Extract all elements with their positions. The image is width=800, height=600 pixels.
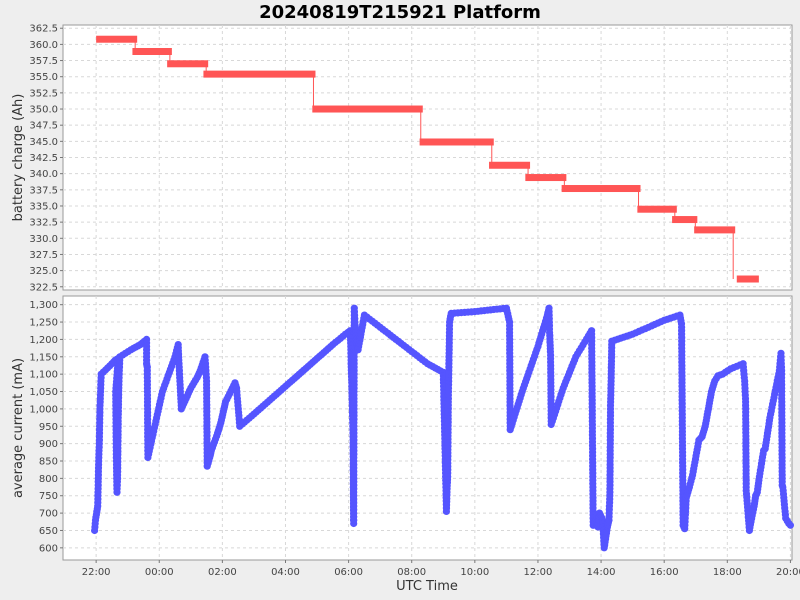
x-tick-label: 16:00 [650, 567, 679, 578]
battery-panel: 322.5 325.0 327.5 330.0 332.5 335.0 337.5 340.0… [11, 24, 793, 293]
y-tick-label: 800 [39, 474, 58, 485]
y-tick-label: 325.0 [29, 266, 58, 277]
x-axis-ticks: 22:00 00:00 02:00 04:00 06:00 08:00 10:00 12:00… [82, 560, 800, 578]
y-tick-label: 900 [39, 439, 58, 450]
y-tick-label: 332.5 [29, 218, 58, 229]
y-tick-label: 1,150 [29, 352, 58, 363]
y-tick-label: 357.5 [29, 56, 58, 67]
battery-y-ticks: 322.5 325.0 327.5 330.0 332.5 335.0 337.5 340.0… [29, 24, 63, 293]
x-axis-label: UTC Time [396, 579, 458, 594]
y-tick-label: 950 [39, 422, 58, 433]
x-tick-label: 10:00 [460, 567, 489, 578]
y-tick-label: 700 [39, 509, 58, 520]
y-tick-label: 347.5 [29, 121, 58, 132]
y-tick-label: 352.5 [29, 88, 58, 99]
x-tick-label: 00:00 [145, 567, 174, 578]
x-tick-label: 18:00 [713, 567, 742, 578]
y-tick-label: 362.5 [29, 24, 58, 35]
y-tick-label: 850 [39, 457, 58, 468]
y-tick-label: 322.5 [29, 282, 58, 293]
charge-segment [672, 216, 698, 224]
current-grid [63, 296, 792, 560]
charge-segment [694, 226, 736, 234]
charge-segment [167, 60, 209, 68]
charge-segment [489, 161, 531, 169]
y-tick-label: 1,000 [29, 404, 58, 415]
y-tick-label: 1,050 [29, 387, 58, 398]
y-tick-label: 330.0 [29, 234, 58, 245]
current-y-ticks: 600 650 700 750 800 850 900 950 1,000 1,050 1,100 1… [29, 300, 63, 554]
y-tick-label: 327.5 [29, 250, 58, 261]
x-tick-label: 08:00 [397, 567, 426, 578]
current-y-axis-label: average current (mA) [11, 358, 26, 498]
y-tick-label: 600 [39, 543, 58, 554]
x-tick-label: 12:00 [524, 567, 553, 578]
charge-segment [419, 138, 494, 146]
x-tick-label: 04:00 [271, 567, 300, 578]
charge-segment [525, 174, 567, 182]
y-tick-label: 350.0 [29, 105, 58, 116]
current-plot-area [62, 295, 793, 561]
y-tick-label: 355.0 [29, 72, 58, 83]
y-tick-label: 650 [39, 526, 58, 537]
y-tick-label: 335.0 [29, 201, 58, 212]
charge-segment [312, 105, 423, 113]
charge-segment [132, 48, 172, 55]
charge-segment [637, 205, 677, 213]
x-tick-label: 02:00 [208, 567, 237, 578]
charge-segment [736, 275, 759, 283]
y-tick-label: 340.0 [29, 169, 58, 180]
y-tick-label: 1,300 [29, 300, 58, 311]
battery-y-axis-label: battery charge (Ah) [11, 94, 26, 222]
charge-segment [96, 35, 138, 43]
current-panel: 600 650 700 750 800 850 900 950 1,000 1,050 1,100 1… [11, 295, 795, 561]
y-tick-label: 1,250 [29, 318, 58, 329]
y-tick-label: 342.5 [29, 153, 58, 164]
x-tick-label: 06:00 [334, 567, 363, 578]
y-tick-label: 337.5 [29, 185, 58, 196]
y-tick-label: 750 [39, 491, 58, 502]
x-tick-label: 14:00 [587, 567, 616, 578]
y-tick-label: 345.0 [29, 137, 58, 148]
current-point [786, 521, 795, 529]
charge-segment [203, 70, 316, 78]
battery-series [96, 35, 759, 283]
y-tick-label: 1,100 [29, 370, 58, 381]
current-series [91, 304, 795, 552]
y-tick-label: 360.0 [29, 40, 58, 51]
x-tick-label: 22:00 [82, 567, 111, 578]
chart-title: 20240819T215921 Platform [259, 2, 541, 23]
y-tick-label: 1,200 [29, 335, 58, 346]
charge-segment [561, 185, 641, 193]
x-tick-label: 20:00 [776, 567, 800, 578]
